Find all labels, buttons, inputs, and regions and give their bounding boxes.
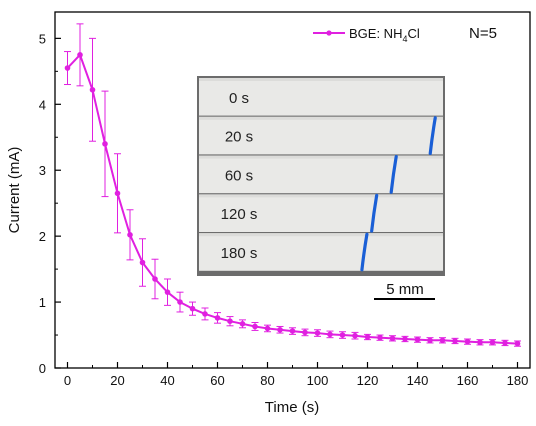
inset-photo: 0 s 20 s 60 s 120 s 180 s	[197, 76, 445, 276]
strip-surface	[199, 194, 443, 232]
y-tick-label: 2	[39, 229, 46, 244]
data-point	[339, 332, 346, 338]
data-point	[489, 339, 496, 346]
x-tick-label: 0	[64, 373, 71, 388]
data-point	[214, 315, 221, 321]
data-point	[464, 338, 471, 345]
dye-band	[428, 116, 437, 155]
data-point	[277, 326, 283, 333]
data-point	[414, 336, 421, 343]
x-tick-label: 160	[457, 373, 479, 388]
data-point	[89, 86, 96, 93]
x-tick-label: 100	[307, 373, 329, 388]
legend-label: BGE: NH4Cl	[349, 26, 420, 44]
inset-strip: 60 s	[199, 155, 443, 194]
strip-edge	[199, 233, 443, 237]
data-point	[289, 328, 296, 334]
data-point	[302, 329, 308, 336]
x-tick-label: 140	[407, 373, 429, 388]
data-point	[477, 339, 483, 346]
data-point	[164, 289, 171, 295]
strip-surface	[199, 233, 443, 271]
strip-surface	[199, 155, 443, 194]
x-tick-label: 40	[160, 373, 174, 388]
x-tick-label: 80	[260, 373, 274, 388]
data-point	[139, 259, 146, 266]
data-point	[352, 332, 358, 339]
data-point	[114, 190, 121, 197]
y-tick-label: 1	[39, 295, 46, 310]
strip-surface	[199, 78, 443, 116]
data-point	[502, 340, 508, 346]
strip-time-label: 60 s	[225, 167, 253, 184]
y-axis-title: Current (mA)	[6, 147, 23, 234]
data-point	[127, 232, 133, 238]
y-tick-label: 0	[39, 361, 46, 376]
data-point	[202, 311, 208, 317]
inset-strip: 120 s	[199, 193, 443, 233]
data-point	[177, 299, 183, 305]
dye-band	[370, 193, 379, 233]
data-point	[314, 330, 321, 336]
inset-strip: 0 s	[199, 78, 443, 116]
strip-surface	[199, 116, 443, 155]
data-point	[77, 52, 83, 58]
scale-bar-label: 5 mm	[386, 281, 424, 298]
legend-label-suffix: Cl	[407, 26, 419, 41]
data-point	[514, 340, 521, 347]
data-point	[402, 336, 408, 342]
strip-time-label: 20 s	[225, 129, 253, 146]
x-tick-label: 60	[210, 373, 224, 388]
inset-strip: 180 s	[199, 232, 443, 272]
legend-note: N=5	[469, 25, 497, 42]
data-point	[439, 337, 446, 344]
data-point	[264, 325, 271, 332]
data-point	[452, 338, 458, 344]
series-layer	[64, 23, 521, 347]
data-point	[364, 334, 371, 340]
strip-edge	[199, 116, 443, 120]
strip-edge	[199, 155, 443, 159]
y-tick-label: 3	[39, 163, 46, 178]
data-point	[102, 141, 108, 147]
x-tick-label: 120	[357, 373, 379, 388]
x-axis-ticks: 0 20 40 60 80 100 120 140 160 180	[64, 362, 528, 388]
legend: BGE: NH4Cl N=5	[313, 25, 497, 44]
dye-band	[360, 232, 369, 272]
strip-edge	[199, 78, 443, 81]
x-tick-label: 180	[507, 373, 529, 388]
legend-label-prefix: BGE: NH	[349, 26, 402, 41]
strip-edge	[199, 194, 443, 198]
data-point	[239, 321, 246, 327]
strip-time-label: 120 s	[221, 206, 258, 223]
dye-band	[389, 155, 398, 194]
inset-strip: 20 s	[199, 116, 443, 155]
data-point	[377, 334, 383, 341]
data-point	[152, 276, 158, 282]
legend-label-subscript: 4	[402, 34, 407, 44]
x-axis-title: Time (s)	[265, 399, 319, 416]
y-tick-label: 4	[39, 97, 46, 112]
data-point	[389, 335, 396, 342]
strip-time-label: 0 s	[229, 90, 249, 107]
y-axis-ticks: 0 1 2 3 4 5	[39, 31, 61, 376]
data-point	[327, 331, 333, 338]
y-tick-label: 5	[39, 31, 46, 46]
data-point	[189, 305, 196, 312]
legend-marker	[326, 30, 332, 36]
data-point	[64, 65, 71, 71]
x-tick-label: 20	[110, 373, 124, 388]
data-point	[252, 323, 258, 330]
strip-time-label: 180 s	[221, 245, 258, 262]
data-point	[227, 318, 233, 324]
data-point	[427, 337, 433, 344]
